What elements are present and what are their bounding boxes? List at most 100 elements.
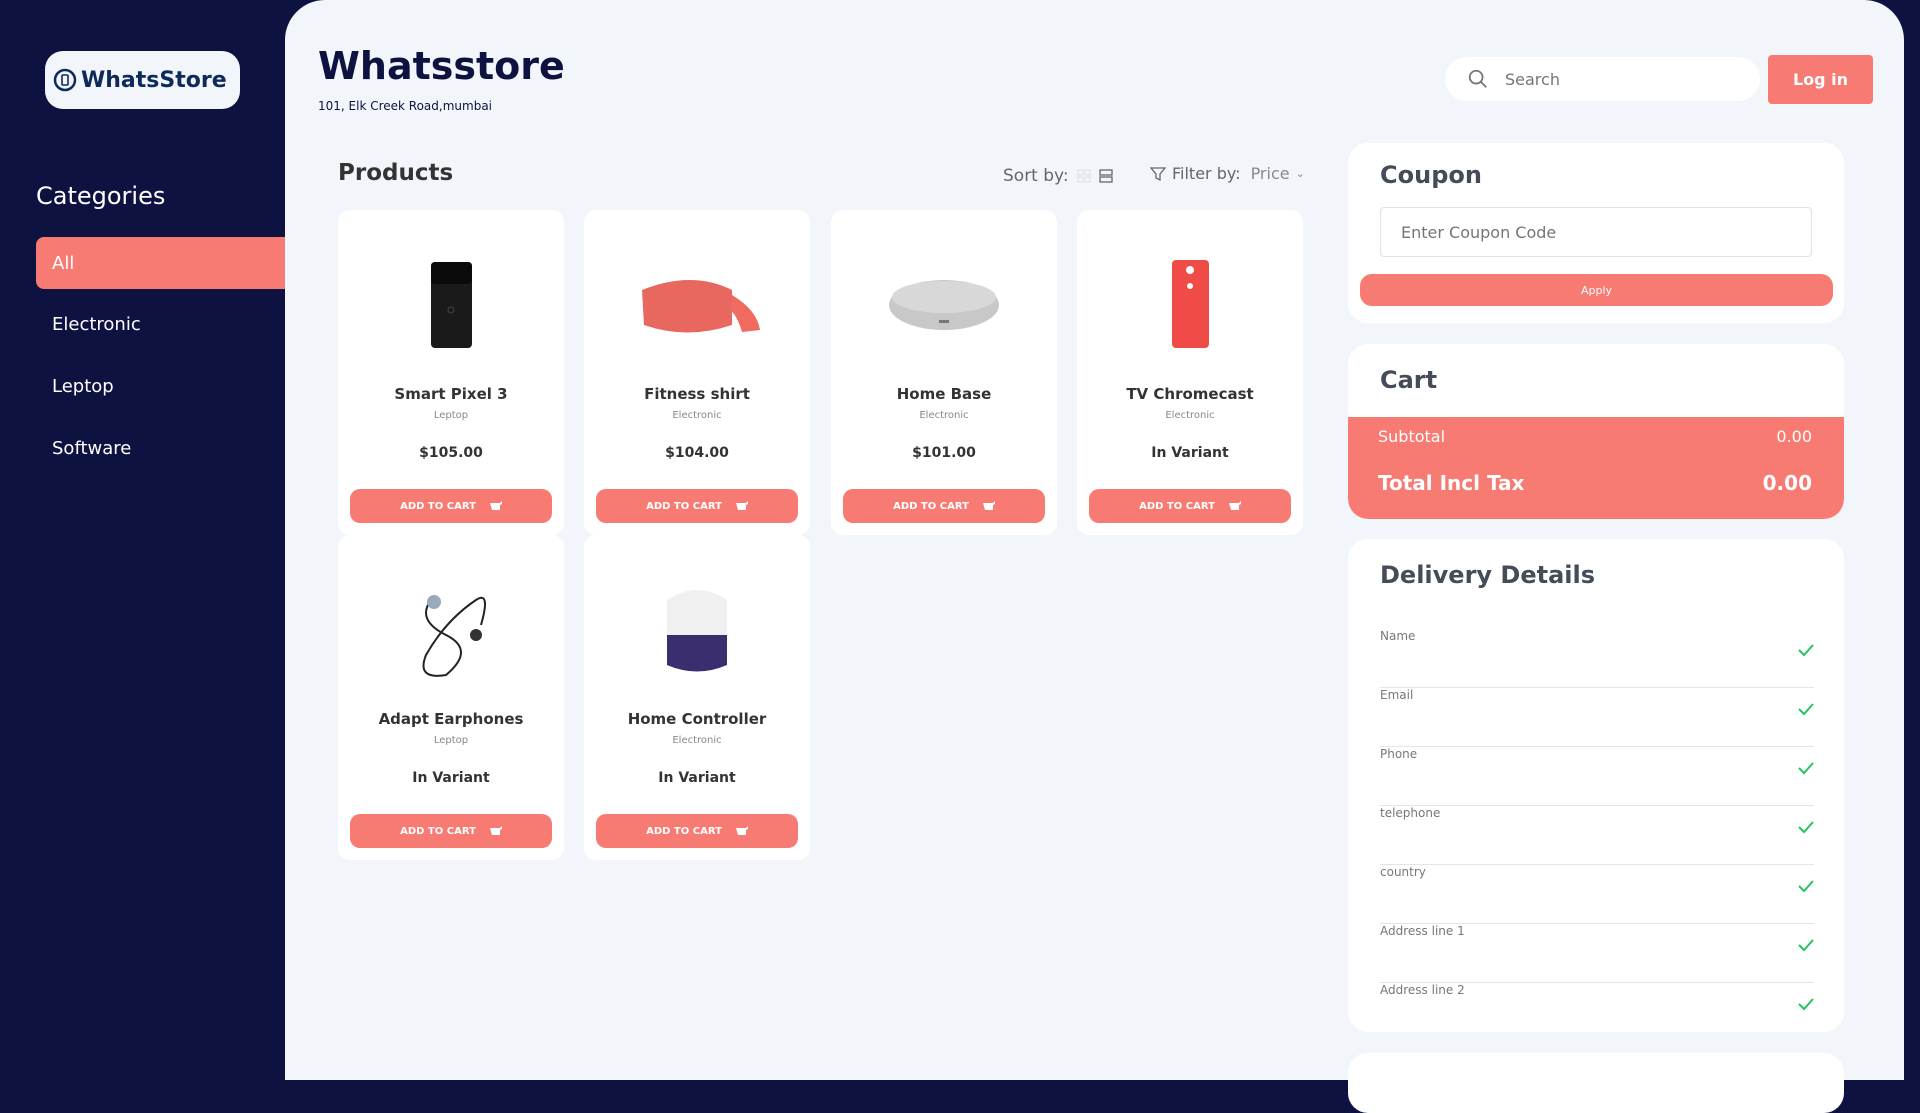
- right-edge: [1904, 0, 1920, 1080]
- login-button[interactable]: Log in: [1768, 55, 1873, 104]
- product-category: Leptop: [433, 735, 469, 746]
- product-name: Home Base: [896, 385, 992, 403]
- delivery-title: Delivery Details: [1380, 561, 1596, 589]
- delivery-field[interactable]: Address line 2: [1380, 983, 1814, 1032]
- product-price: In Variant: [658, 770, 736, 786]
- sidebar-item-label: All: [52, 252, 75, 274]
- coupon-panel: Coupon Apply: [1348, 143, 1844, 323]
- main-content: Whatsstore 101, Elk Creek Road,mumbai Lo…: [285, 0, 1904, 1113]
- list-view-icon[interactable]: [1098, 169, 1113, 183]
- cart-icon: [489, 826, 502, 835]
- filter-by[interactable]: Filter by: Price ⌄: [1150, 164, 1305, 183]
- add-to-cart-button[interactable]: ADD TO CART: [596, 489, 798, 523]
- product-category: Electronic: [919, 410, 969, 421]
- sidebar-item-all[interactable]: All: [36, 237, 285, 289]
- delivery-field[interactable]: Address line 1: [1380, 924, 1814, 983]
- product-price: $104.00: [665, 445, 729, 461]
- delivery-field[interactable]: Phone: [1380, 747, 1814, 806]
- product-price: In Variant: [412, 770, 490, 786]
- product-category: Leptop: [433, 410, 469, 421]
- chevron-down-icon: ⌄: [1295, 167, 1305, 180]
- add-to-cart-label: ADD TO CART: [400, 500, 476, 512]
- whatsapp-logo-icon: [53, 68, 77, 92]
- field-label: Email: [1380, 688, 1414, 702]
- check-icon: [1798, 703, 1814, 716]
- grid-view-icon[interactable]: [1077, 169, 1091, 183]
- subtotal-label: Subtotal: [1378, 427, 1446, 446]
- check-icon: [1798, 762, 1814, 775]
- total-label: Total Incl Tax: [1378, 471, 1525, 495]
- coupon-input[interactable]: [1380, 207, 1812, 257]
- cart-panel: Cart Subtotal 0.00 Total Incl Tax 0.00: [1348, 344, 1844, 519]
- product-price: $101.00: [912, 445, 976, 461]
- delivery-field[interactable]: telephone: [1380, 806, 1814, 865]
- logo[interactable]: WhatsStore: [45, 51, 240, 109]
- product-name: Adapt Earphones: [378, 710, 524, 728]
- product-name: Fitness shirt: [644, 385, 750, 403]
- product-category: Electronic: [1165, 410, 1215, 421]
- sidebar-item-leptop[interactable]: Leptop: [36, 360, 285, 412]
- check-icon: [1798, 821, 1814, 834]
- coupon-title: Coupon: [1380, 161, 1482, 189]
- product-price: $105.00: [419, 445, 483, 461]
- sort-label: Sort by:: [1003, 166, 1069, 186]
- store-title: Whatsstore: [318, 44, 565, 88]
- product-card[interactable]: Smart Pixel 3 Leptop $105.00 ADD TO CART: [338, 210, 564, 535]
- add-to-cart-button[interactable]: ADD TO CART: [596, 814, 798, 848]
- delivery-field[interactable]: country: [1380, 865, 1814, 924]
- field-label: Address line 2: [1380, 983, 1465, 997]
- cart-icon: [982, 501, 995, 510]
- cart-icon: [489, 501, 502, 510]
- filter-value[interactable]: Price: [1250, 164, 1290, 183]
- delivery-field[interactable]: Email: [1380, 688, 1814, 747]
- apply-button[interactable]: Apply: [1360, 274, 1833, 306]
- product-card[interactable]: Home Controller Electronic In Variant AD…: [584, 535, 810, 860]
- add-to-cart-button[interactable]: ADD TO CART: [350, 489, 552, 523]
- subtotal-value: 0.00: [1776, 427, 1812, 446]
- filter-label: Filter by:: [1172, 164, 1241, 183]
- check-icon: [1798, 880, 1814, 893]
- search-input[interactable]: [1505, 69, 1725, 89]
- delivery-panel: Delivery Details Name Email Phone telephone…: [1348, 539, 1844, 1032]
- sidebar-item-electronic[interactable]: Electronic: [36, 298, 285, 350]
- search-icon: [1468, 69, 1487, 88]
- add-to-cart-button[interactable]: ADD TO CART: [1089, 489, 1291, 523]
- extra-panel: [1348, 1053, 1844, 1113]
- product-card[interactable]: Home Base Electronic $101.00 ADD TO CART: [831, 210, 1057, 535]
- sidebar-item-software[interactable]: Software: [36, 422, 285, 474]
- red-phone-image: [1077, 250, 1303, 360]
- add-to-cart-button[interactable]: ADD TO CART: [843, 489, 1045, 523]
- sort-by: Sort by:: [1003, 166, 1113, 186]
- cart-icon: [735, 501, 748, 510]
- add-to-cart-label: ADD TO CART: [893, 500, 969, 512]
- cart-summary: Subtotal 0.00 Total Incl Tax 0.00: [1348, 417, 1844, 519]
- cart-icon: [735, 826, 748, 835]
- check-icon: [1798, 998, 1814, 1011]
- store-address: 101, Elk Creek Road,mumbai: [318, 99, 493, 113]
- total-value: 0.00: [1762, 471, 1812, 495]
- product-card[interactable]: TV Chromecast Electronic In Variant ADD …: [1077, 210, 1303, 535]
- add-to-cart-label: ADD TO CART: [646, 825, 722, 837]
- product-card[interactable]: Fitness shirt Electronic $104.00 ADD TO …: [584, 210, 810, 535]
- sidebar-item-label: Leptop: [52, 375, 114, 397]
- field-label: country: [1380, 865, 1426, 879]
- product-category: Electronic: [672, 410, 722, 421]
- add-to-cart-label: ADD TO CART: [1139, 500, 1215, 512]
- field-label: Address line 1: [1380, 924, 1465, 938]
- add-to-cart-label: ADD TO CART: [646, 500, 722, 512]
- cart-title: Cart: [1380, 366, 1438, 394]
- product-name: Smart Pixel 3: [394, 385, 508, 403]
- product-card[interactable]: Adapt Earphones Leptop In Variant ADD TO…: [338, 535, 564, 860]
- field-label: Phone: [1380, 747, 1418, 761]
- filter-icon: [1150, 166, 1166, 181]
- cart-icon: [1228, 501, 1241, 510]
- smart-speaker-image: [831, 250, 1057, 360]
- add-to-cart-button[interactable]: ADD TO CART: [350, 814, 552, 848]
- product-name: Home Controller: [627, 710, 767, 728]
- search-box[interactable]: [1445, 57, 1760, 101]
- delivery-field[interactable]: Name: [1380, 629, 1814, 688]
- add-to-cart-label: ADD TO CART: [400, 825, 476, 837]
- black-phone-image: [338, 250, 564, 360]
- sidebar-item-label: Software: [52, 437, 132, 459]
- sidebar-item-label: Electronic: [52, 313, 141, 335]
